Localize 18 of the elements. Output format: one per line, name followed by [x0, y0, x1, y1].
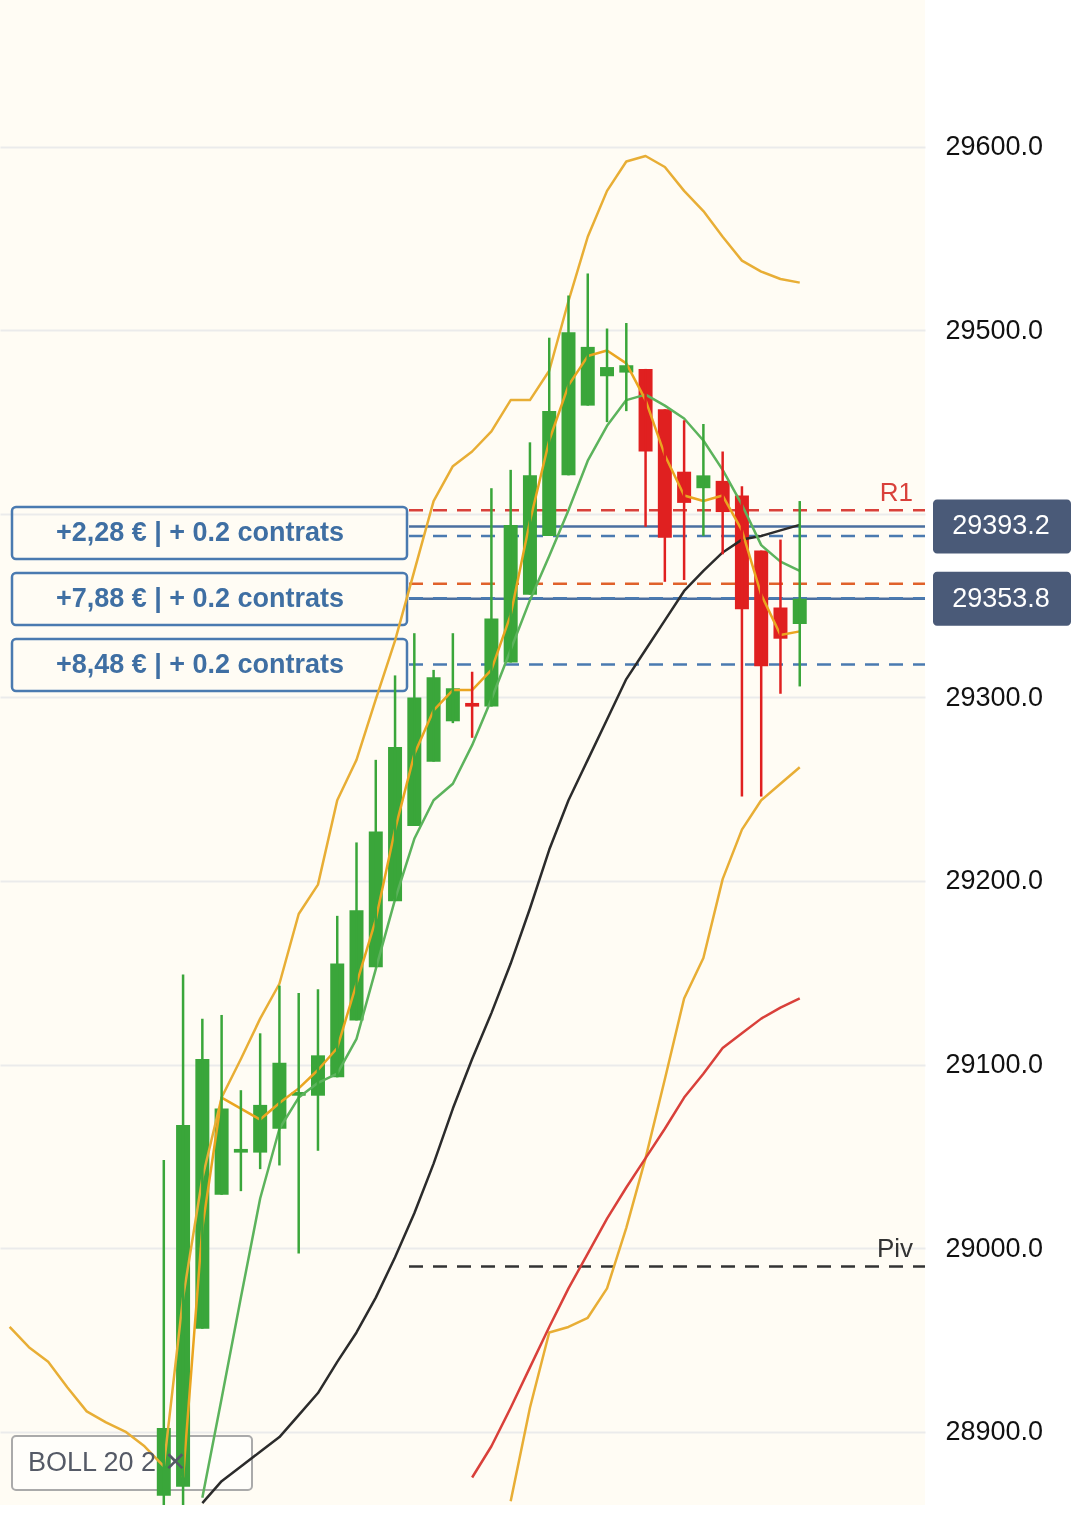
line-series: [509, 765, 801, 1503]
y-tick-label: 29200.0: [945, 865, 1044, 896]
ref-line-label: R1: [879, 477, 913, 508]
y-tick-label: 29300.0: [945, 681, 1044, 712]
y-tick-label: 29600.0: [945, 131, 1044, 162]
y-tick-label: 29000.0: [945, 1232, 1044, 1263]
annotation: +8,48 € | + 0.2 contrats: [55, 649, 345, 679]
y-tick-label: 28900.0: [945, 1416, 1044, 1447]
ref-line-label: Piv: [876, 1233, 913, 1264]
annotation: +2,28 € | + 0.2 contrats: [55, 517, 345, 547]
y-tick-label: 29100.0: [945, 1049, 1044, 1080]
candlestick: [233, 1088, 248, 1193]
ref-line-label: 29353.8: [952, 582, 1050, 613]
y-tick-label: 29500.0: [945, 314, 1044, 345]
line-series: [470, 997, 801, 1479]
ref-line-label: 29393.2: [952, 510, 1050, 541]
candlestick: [465, 670, 480, 740]
annotation: +7,88 € | + 0.2 contrats: [55, 583, 345, 613]
